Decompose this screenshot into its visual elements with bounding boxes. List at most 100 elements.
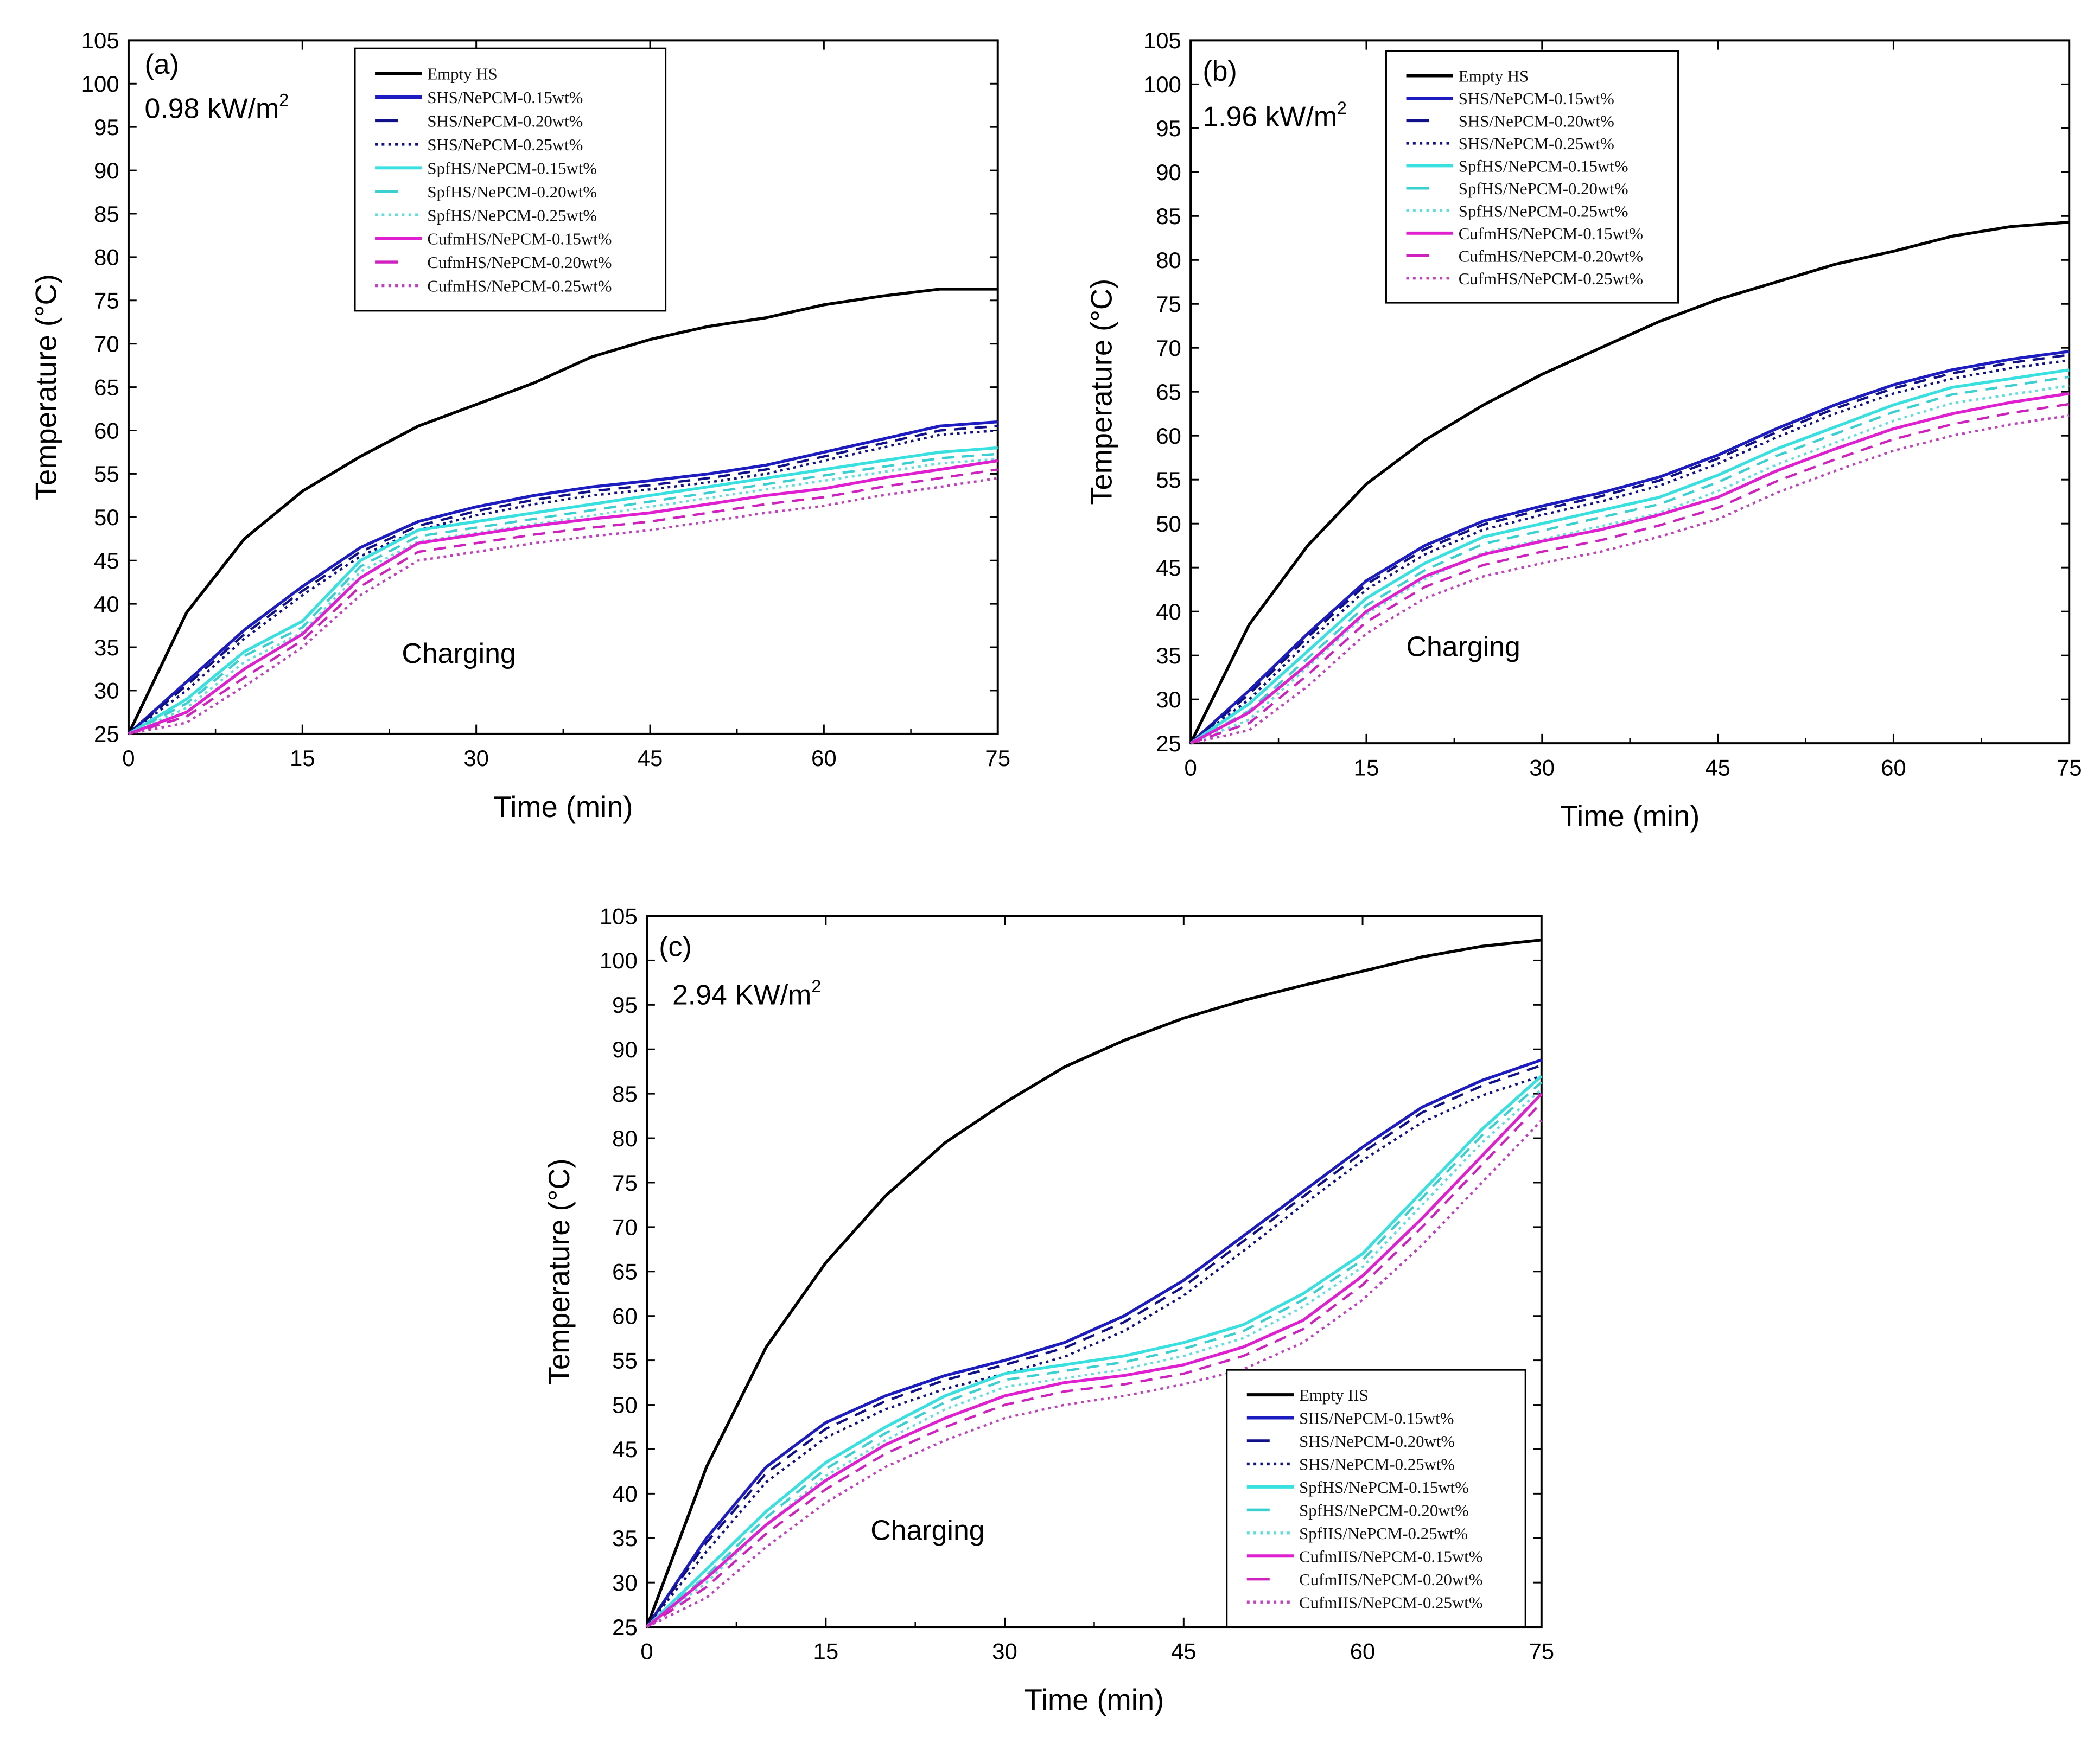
legend-entry: SHS/NePCM-0.25wt% <box>1459 135 1614 153</box>
y-tick-label: 95 <box>612 992 638 1018</box>
legend-entry: SpfHS/NePCM-0.20wt% <box>1299 1501 1469 1520</box>
y-tick-label: 45 <box>94 548 119 573</box>
series-line-4 <box>646 1075 1543 1629</box>
x-tick-label: 30 <box>992 1638 1017 1664</box>
y-tick-label: 105 <box>600 903 638 929</box>
legend-box <box>354 47 667 312</box>
x-tick-label: 30 <box>463 745 489 771</box>
legend-box <box>1226 1369 1526 1628</box>
y-axis-title: Temperature (°C) <box>543 1158 576 1384</box>
series-line-2 <box>1189 353 2070 744</box>
x-axis-title: Time (min) <box>1560 800 1700 833</box>
y-tick-label: 70 <box>94 331 119 357</box>
legend-entry: CufmIIS/NePCM-0.20wt% <box>1299 1571 1482 1589</box>
y-tick-label: 30 <box>94 678 119 704</box>
x-tick-label: 0 <box>122 745 135 771</box>
y-tick-label: 50 <box>1156 511 1181 537</box>
series-line-1 <box>128 420 998 735</box>
legend-entry: CufmHS/NePCM-0.15wt% <box>427 230 612 248</box>
y-tick-label: 70 <box>1156 335 1181 361</box>
legend-entry: SpfHS/NePCM-0.25wt% <box>427 206 597 225</box>
series-line-2 <box>646 1064 1542 1628</box>
y-tick-label: 60 <box>1156 423 1181 449</box>
y-tick-label: 90 <box>1156 159 1181 185</box>
x-tick-label: 45 <box>638 745 663 771</box>
y-tick-label: 40 <box>1156 599 1181 624</box>
y-tick-label: 100 <box>600 948 638 973</box>
legend-entry: CufmIIS/NePCM-0.25wt% <box>1299 1593 1482 1612</box>
series-line-7 <box>1189 392 2070 745</box>
x-tick-label: 60 <box>811 745 837 771</box>
legend-entry: SHS/NePCM-0.15wt% <box>427 88 583 107</box>
series-line-1 <box>1189 350 2070 745</box>
legend-entry: Empty HS <box>1459 67 1529 86</box>
x-tick-label: 0 <box>1184 755 1197 780</box>
x-tick-label: 45 <box>1171 1638 1197 1664</box>
x-tick-label: 75 <box>1529 1638 1554 1664</box>
y-tick-label: 80 <box>612 1126 638 1151</box>
panel-label: (c) <box>659 931 691 962</box>
legend-entry: Empty IIS <box>1299 1386 1369 1405</box>
y-tick-label: 100 <box>81 71 119 97</box>
y-tick-label: 45 <box>612 1437 638 1462</box>
x-tick-label: 15 <box>1354 755 1379 780</box>
legend-entry: Empty HS <box>427 65 497 84</box>
legend-entry: CufmHS/NePCM-0.15wt% <box>1459 225 1643 243</box>
process-label: Charging <box>402 637 516 669</box>
y-tick-label: 75 <box>612 1170 638 1196</box>
y-tick-label: 60 <box>612 1304 638 1329</box>
panel-label: (a) <box>145 48 179 80</box>
legend-entry: SHS/NePCM-0.25wt% <box>427 136 583 154</box>
y-tick-label: 40 <box>94 591 119 617</box>
series-line-9 <box>646 1119 1543 1629</box>
y-tick-label: 75 <box>94 288 119 314</box>
y-tick-label: 80 <box>1156 247 1181 273</box>
y-tick-label: 90 <box>612 1037 638 1062</box>
y-tick-label: 40 <box>612 1481 638 1507</box>
y-tick-label: 65 <box>612 1259 638 1285</box>
heat-flux-label: 0.98 kW/m2 <box>145 90 289 124</box>
x-tick-label: 15 <box>813 1638 839 1664</box>
y-tick-label: 60 <box>94 418 119 443</box>
series-line-0 <box>1189 220 2070 744</box>
legend-entry: SHS/NePCM-0.20wt% <box>1299 1432 1455 1451</box>
y-tick-label: 45 <box>1156 555 1181 580</box>
y-tick-label: 85 <box>612 1081 638 1107</box>
y-tick-label: 35 <box>1156 643 1181 668</box>
series-line-7 <box>646 1093 1543 1629</box>
y-tick-label: 75 <box>1156 291 1181 317</box>
y-tick-label: 25 <box>1156 731 1181 756</box>
legend-entry: CufmHS/NePCM-0.25wt% <box>1459 270 1643 288</box>
series-line-5 <box>1190 375 2070 745</box>
x-tick-label: 60 <box>1881 755 1906 780</box>
y-tick-label: 70 <box>612 1215 638 1240</box>
process-label: Charging <box>870 1515 984 1546</box>
heat-flux-superscript: 2 <box>811 976 821 996</box>
series-line-8 <box>1190 403 2070 745</box>
x-tick-label: 60 <box>1350 1638 1376 1664</box>
x-tick-label: 0 <box>640 1638 653 1664</box>
y-tick-label: 105 <box>81 28 119 53</box>
legend-entry: SpfHS/NePCM-0.15wt% <box>1299 1478 1469 1497</box>
series-line-4 <box>1189 368 2070 745</box>
x-tick-label: 30 <box>1529 755 1555 780</box>
y-tick-label: 55 <box>94 461 119 487</box>
legend-entry: SpfHS/NePCM-0.20wt% <box>427 183 597 201</box>
heat-flux-label: 2.94 KW/m2 <box>672 976 821 1010</box>
series-line-6 <box>1190 384 2070 745</box>
y-tick-label: 95 <box>1156 116 1181 141</box>
x-tick-label: 75 <box>2057 755 2082 780</box>
legend-entry: SHS/NePCM-0.15wt% <box>1459 90 1614 108</box>
y-tick-label: 80 <box>94 245 119 270</box>
legend-entry: CufmHS/NePCM-0.20wt% <box>427 253 612 272</box>
y-tick-label: 85 <box>1156 203 1181 229</box>
series-line-1 <box>645 1058 1542 1628</box>
y-tick-label: 30 <box>1156 687 1181 712</box>
heat-flux-superscript: 2 <box>1337 98 1347 118</box>
panel-label: (b) <box>1202 55 1237 86</box>
x-tick-label: 45 <box>1705 755 1730 780</box>
x-tick-label: 75 <box>985 745 1010 771</box>
y-axis-title: Temperature (°C) <box>30 274 63 500</box>
series-line-5 <box>128 452 998 735</box>
series-line-9 <box>1190 414 2070 745</box>
